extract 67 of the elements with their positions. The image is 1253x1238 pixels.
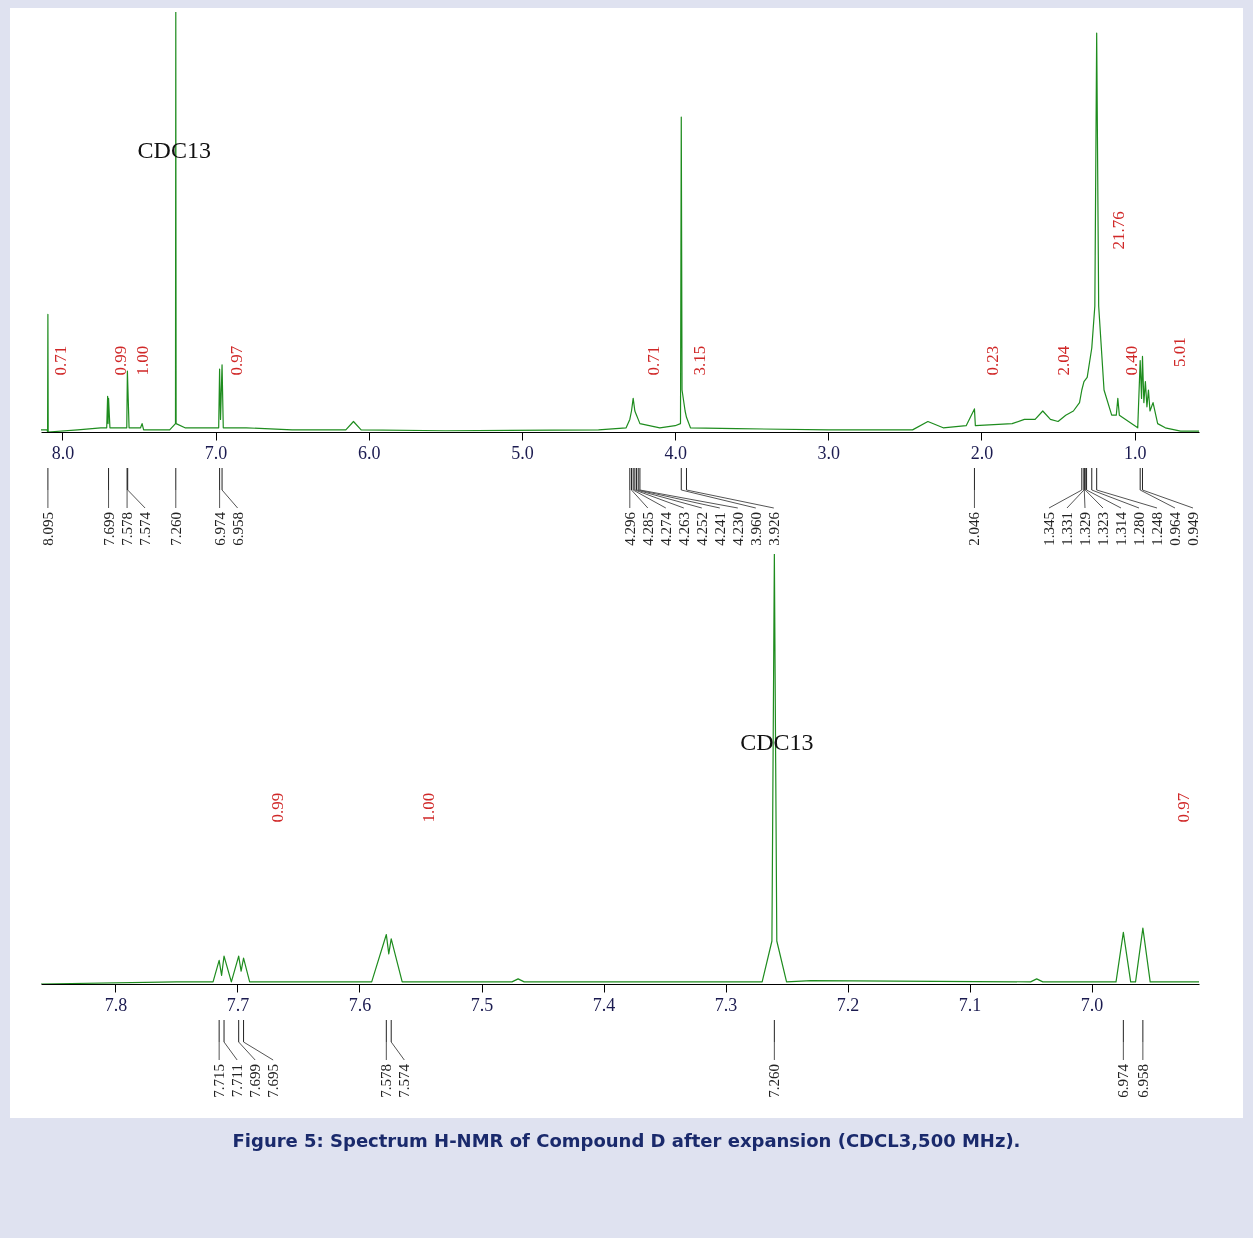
annotation: 0.964 — [1167, 511, 1183, 546]
annotation: 0.99 — [268, 792, 288, 823]
annotation: 0.23 — [982, 345, 1002, 376]
annotation: 4.241 — [711, 512, 728, 546]
x-tick-label: 7.2 — [836, 994, 860, 1015]
annotation: 0.949 — [1185, 512, 1201, 546]
annotation: 7.695 — [265, 1064, 282, 1098]
annotation: 0.97 — [226, 345, 246, 376]
annotation: 7.260 — [167, 512, 184, 546]
x-tick-label: 7.0 — [1080, 994, 1104, 1015]
annotation: 7.260 — [766, 1064, 783, 1098]
annotation: 4.274 — [657, 511, 674, 546]
annotation: 4.263 — [675, 512, 692, 546]
annotation: 0.40 — [1121, 345, 1141, 376]
annotation: 1.00 — [418, 792, 438, 823]
annotation: 8.095 — [39, 512, 56, 546]
annotation: 6.974 — [1115, 1063, 1132, 1098]
annotation: 3.15 — [689, 345, 709, 376]
x-tick-label: 6.0 — [358, 442, 381, 463]
annotation: 1.00 — [132, 345, 152, 376]
x-tick-label: 7.5 — [470, 994, 494, 1015]
annotation: 2.04 — [1053, 345, 1073, 376]
x-tick-label: 7.7 — [226, 994, 250, 1015]
annotation: 4.296 — [621, 511, 638, 546]
annotation: 6.958 — [229, 512, 246, 546]
annotation: 7.574 — [137, 511, 154, 546]
annotation: 7.699 — [247, 1064, 264, 1098]
annotation: 7.578 — [119, 512, 136, 546]
annotation: 6.974 — [211, 511, 228, 546]
annotation: 1.331 — [1059, 512, 1075, 546]
annotation: 0.97 — [1173, 792, 1193, 823]
annotation: 7.711 — [229, 1064, 246, 1098]
annotation: 21.76 — [1109, 211, 1129, 250]
annotation: 1.329 — [1077, 512, 1093, 546]
annotation: 2.046 — [966, 511, 983, 546]
annotation: 0.71 — [50, 345, 70, 376]
annotation: 1.345 — [1041, 512, 1057, 546]
annotation: 0.99 — [110, 345, 130, 376]
annotation: 7.715 — [211, 1064, 228, 1098]
x-tick-label: 5.0 — [511, 442, 534, 463]
caption: Figure 5: Spectrum H-NMR of Compound D after expansion (CDCL3,500 MHz). — [0, 1126, 1253, 1157]
x-tick-label: 4.0 — [664, 442, 687, 463]
x-tick-label: 7.8 — [104, 994, 128, 1015]
x-tick-label: 1.0 — [1123, 442, 1147, 463]
annotation: 1.323 — [1095, 512, 1111, 546]
x-tick-label: 8.0 — [51, 442, 75, 463]
annotation: 7.699 — [100, 512, 117, 546]
annotation: 4.230 — [729, 512, 746, 546]
x-tick-label: 7.6 — [348, 994, 372, 1015]
annotation: 5.01 — [1170, 337, 1190, 368]
x-tick-label: 7.4 — [592, 994, 616, 1015]
annotation: 3.960 — [747, 512, 764, 546]
x-tick-label: 7.3 — [714, 994, 738, 1015]
annotation: 1.248 — [1149, 512, 1165, 546]
annotation: 4.252 — [693, 512, 710, 546]
x-tick-label: 2.0 — [970, 442, 994, 463]
annotation: 7.578 — [378, 1064, 395, 1098]
annotation: 6.958 — [1134, 1064, 1151, 1098]
annotation: 1.314 — [1113, 511, 1129, 546]
annotation: 3.926 — [765, 511, 782, 546]
x-tick-label: 7.1 — [958, 994, 982, 1015]
annotation: 4.285 — [639, 512, 656, 546]
annotation: 1.280 — [1131, 512, 1147, 546]
annotation: 7.574 — [396, 1063, 413, 1098]
x-tick-label: 7.0 — [204, 442, 228, 463]
x-tick-label: 3.0 — [817, 442, 841, 463]
annotation: 0.71 — [643, 345, 663, 376]
